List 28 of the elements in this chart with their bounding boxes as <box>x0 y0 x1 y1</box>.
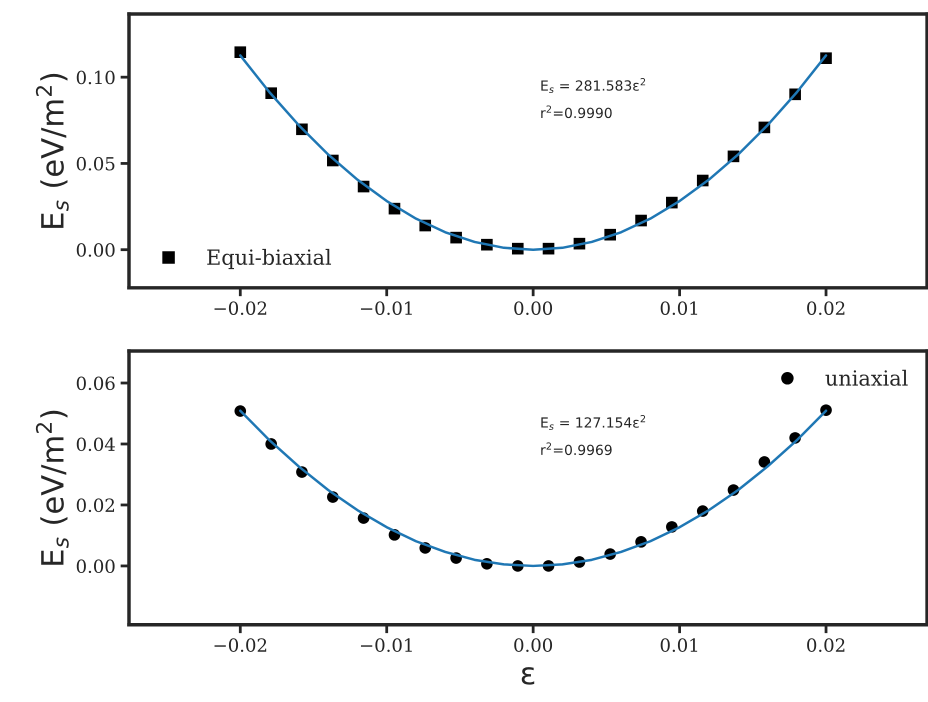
x-tick-label: 0.02 <box>807 638 844 652</box>
point <box>234 46 246 58</box>
y-tick-label: 0.10 <box>76 70 115 84</box>
legend-label: uniaxial <box>825 370 908 386</box>
x-tick-label: 0.01 <box>660 638 698 652</box>
y-tick-label: 0.06 <box>76 376 115 390</box>
annotation: E$_{s}$ = 127.154ε$^{2}$ <box>541 415 646 430</box>
annotation: r$^{2}$=0.9990 <box>541 105 612 118</box>
x-tick-label: 0.02 <box>807 301 844 315</box>
x-tick-label: −0.02 <box>214 301 266 315</box>
x-axis-title: ε <box>522 667 534 685</box>
x-tick-label: 0.01 <box>660 301 698 315</box>
y-axis-title: E$_{s}$ (eV/m$^{2}$) <box>36 74 69 228</box>
point <box>758 456 770 468</box>
x-tick-label: 0.00 <box>514 638 552 652</box>
x-tick-label: −0.01 <box>360 301 412 315</box>
y-tick-label: 0.00 <box>76 243 115 257</box>
y-tick-label: 0.02 <box>76 498 114 512</box>
y-tick-label: 0.05 <box>76 156 114 171</box>
y-tick-label: 0.04 <box>76 437 115 452</box>
x-tick-label: −0.01 <box>360 638 412 652</box>
legend-label: Equi-biaxial <box>207 248 332 270</box>
x-tick-label: −0.02 <box>214 638 266 652</box>
y-tick-label: 0.00 <box>76 559 115 574</box>
annotation: r$^{2}$=0.9969 <box>541 442 612 456</box>
x-tick-label: 0.00 <box>514 301 552 315</box>
annotation: E$_{s}$ = 281.583ε$^{2}$ <box>541 78 646 94</box>
y-axis-title: E$_{s}$ (eV/m$^{2}$) <box>36 410 69 565</box>
